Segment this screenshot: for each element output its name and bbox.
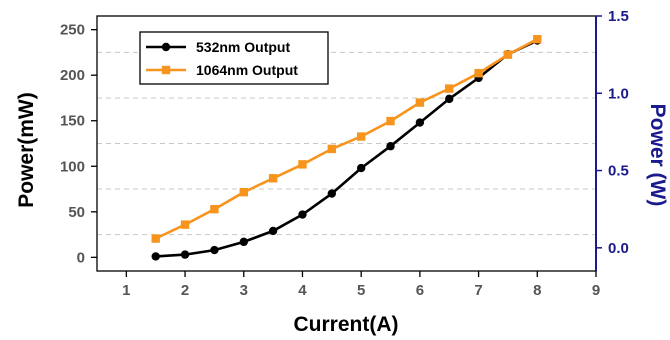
data-point-532nm xyxy=(327,189,337,198)
data-point-532nm xyxy=(415,118,425,127)
y-right-tick-label: 0.0 xyxy=(608,240,629,257)
y-right-tick-label: 1.5 xyxy=(608,8,629,25)
y-left-tick-label: 100 xyxy=(60,158,85,175)
data-point-1064nm xyxy=(180,220,190,229)
series-layer xyxy=(151,34,542,261)
y-left-tick-label: 50 xyxy=(68,204,85,221)
data-point-532nm xyxy=(356,163,366,173)
data-point-532nm xyxy=(298,210,307,219)
data-point-1064nm xyxy=(533,34,542,44)
data-point-1064nm xyxy=(327,144,337,154)
data-point-1064nm xyxy=(151,234,160,243)
y-left-tick-label: 150 xyxy=(60,113,85,130)
data-point-532nm xyxy=(386,142,395,151)
x-axis-title: Current(A) xyxy=(294,313,399,336)
x-tick-label: 2 xyxy=(181,282,189,299)
y-right-tick-label: 0.5 xyxy=(608,163,629,180)
data-point-1064nm xyxy=(298,160,307,169)
legend-label-532nm: 532nm Output xyxy=(196,39,290,55)
data-point-532nm xyxy=(210,245,219,255)
legend-box xyxy=(139,31,329,85)
x-tick-label: 3 xyxy=(240,282,248,299)
data-point-1064nm xyxy=(210,204,219,214)
x-tick-label: 7 xyxy=(474,282,482,299)
series-line-1064nm xyxy=(155,38,538,240)
data-point-1064nm xyxy=(474,68,483,78)
y-right-tick-label: 1.0 xyxy=(608,85,629,102)
x-tick-label: 4 xyxy=(298,282,307,299)
x-axis-ticks: 1 2 3 4 5 6 7 8 9 xyxy=(122,271,600,299)
left-axis-ticks: 0 50 100 150 200 250 xyxy=(60,22,97,266)
data-point-1064nm xyxy=(386,116,395,126)
right-axis-ticks: 0.0 0.5 1.0 1.5 xyxy=(596,8,629,257)
y-left-tick-label: 0 xyxy=(77,249,85,266)
x-tick-label: 1 xyxy=(122,282,130,299)
legend-marker-1064nm xyxy=(161,65,171,75)
data-point-1064nm xyxy=(503,50,513,59)
data-point-532nm xyxy=(239,237,248,247)
data-point-532nm xyxy=(445,94,454,104)
x-tick-label: 5 xyxy=(357,282,365,299)
data-point-1064nm xyxy=(356,132,366,141)
legend-marker-532nm xyxy=(161,42,171,52)
y-left-tick-label: 200 xyxy=(60,67,85,84)
y-left-tick-label: 250 xyxy=(60,22,85,39)
data-point-532nm xyxy=(180,250,190,259)
data-point-1064nm xyxy=(415,98,425,107)
data-point-1064nm xyxy=(445,84,454,93)
x-tick-label: 9 xyxy=(592,282,600,299)
data-point-532nm xyxy=(268,226,278,236)
x-tick-label: 6 xyxy=(416,282,424,299)
legend-label-1064nm: 1064nm Output xyxy=(196,62,298,78)
data-point-532nm xyxy=(151,252,160,261)
series-line-532nm xyxy=(155,39,538,258)
y-axis-left-title: Power(mW) xyxy=(15,92,38,208)
legend: 532nm Output 1064nm Output xyxy=(139,31,329,85)
y-axis-right-title: Power (W) xyxy=(646,104,669,207)
x-tick-label: 8 xyxy=(533,282,541,299)
data-point-1064nm xyxy=(268,174,278,183)
data-point-1064nm xyxy=(239,187,248,197)
